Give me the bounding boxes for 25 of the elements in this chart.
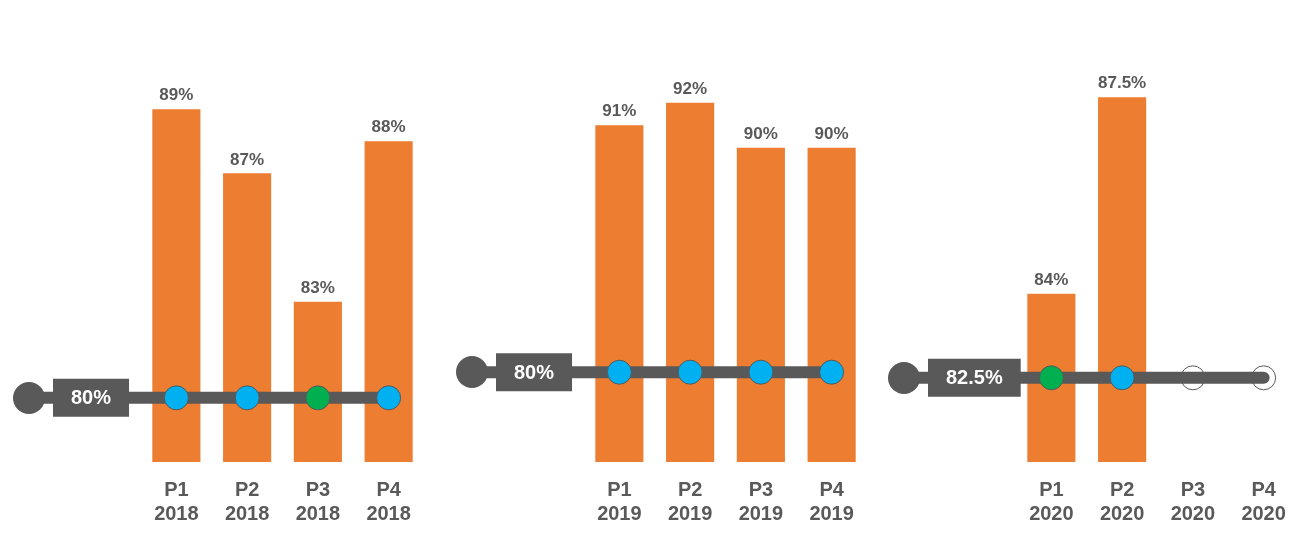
ref-line-label: 80% bbox=[71, 386, 112, 409]
data-label: 83% bbox=[300, 277, 335, 297]
data-label: 87% bbox=[230, 149, 265, 169]
data-label: 92% bbox=[673, 78, 708, 98]
x-tick-label: P2 2019 bbox=[667, 477, 713, 524]
ref-line-label: 80% bbox=[514, 360, 555, 383]
data-label: 84% bbox=[1034, 269, 1069, 289]
x-tick-label: P1 2018 bbox=[154, 477, 199, 524]
x-tick-label: P4 2020 bbox=[1241, 477, 1286, 524]
x-tick-label: P3 2019 bbox=[738, 477, 784, 524]
x-tick-label: P4 2019 bbox=[809, 477, 854, 524]
data-label: 90% bbox=[814, 123, 849, 143]
x-tick-label: P4 2018 bbox=[366, 477, 411, 524]
x-tick-label: P1 2020 bbox=[1029, 477, 1074, 524]
data-label: 88% bbox=[371, 117, 406, 137]
data-label: 87.5% bbox=[1098, 73, 1147, 93]
ref-line-label: 82.5% bbox=[946, 366, 1003, 389]
data-label: 90% bbox=[743, 123, 778, 143]
x-tick-label: P2 2018 bbox=[224, 477, 270, 524]
x-tick-label: P2 2020 bbox=[1099, 477, 1145, 524]
data-label: 89% bbox=[159, 85, 194, 105]
x-tick-label: P3 2020 bbox=[1170, 477, 1216, 524]
x-tick-label: P1 2019 bbox=[597, 477, 642, 524]
data-label: 91% bbox=[602, 101, 637, 121]
x-tick-label: P3 2018 bbox=[295, 477, 341, 524]
